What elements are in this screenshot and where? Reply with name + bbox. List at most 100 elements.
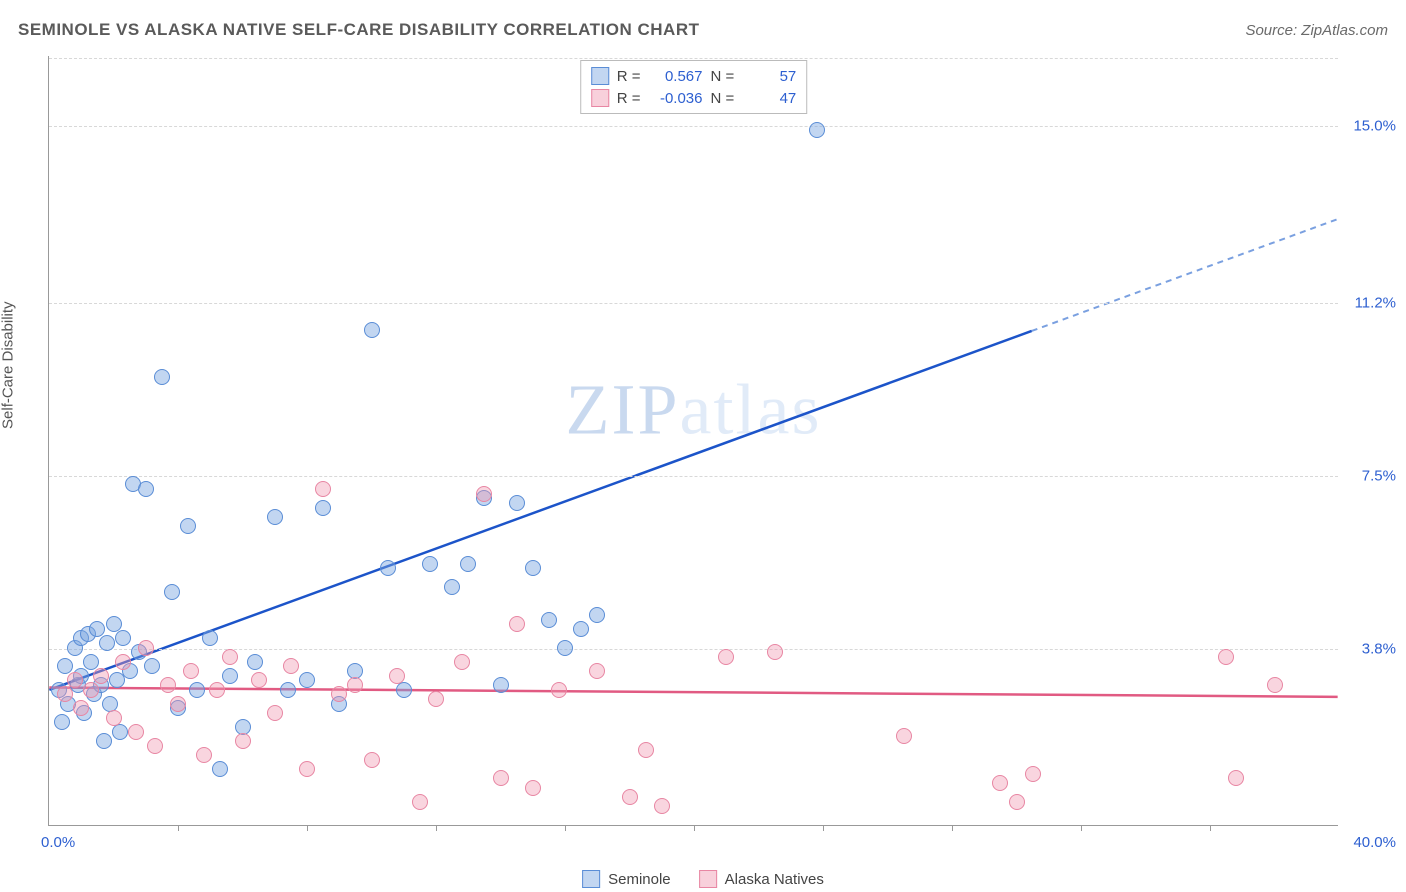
data-point xyxy=(718,649,734,665)
data-point xyxy=(73,700,89,716)
x-tick xyxy=(436,825,437,831)
x-tick xyxy=(565,825,566,831)
data-point xyxy=(222,649,238,665)
y-tick-label: 15.0% xyxy=(1353,118,1396,135)
data-point xyxy=(180,518,196,534)
data-point xyxy=(493,770,509,786)
data-point xyxy=(147,738,163,754)
trend-lines xyxy=(49,56,1338,825)
data-point xyxy=(654,798,670,814)
data-point xyxy=(541,612,557,628)
correlation-legend: R = 0.567 N = 57 R = -0.036 N = 47 xyxy=(580,60,808,114)
gridline xyxy=(49,476,1338,477)
data-point xyxy=(622,789,638,805)
data-point xyxy=(525,780,541,796)
data-point xyxy=(170,696,186,712)
data-point xyxy=(896,728,912,744)
data-point xyxy=(115,630,131,646)
data-point xyxy=(476,486,492,502)
swatch-seminole-icon xyxy=(582,870,600,888)
data-point xyxy=(202,630,218,646)
data-point xyxy=(196,747,212,763)
series-legend: Seminole Alaska Natives xyxy=(582,870,824,888)
data-point xyxy=(299,672,315,688)
data-point xyxy=(115,654,131,670)
x-max-label: 40.0% xyxy=(1353,834,1396,851)
data-point xyxy=(1228,770,1244,786)
x-tick xyxy=(1081,825,1082,831)
data-point xyxy=(154,369,170,385)
x-tick xyxy=(694,825,695,831)
data-point xyxy=(283,658,299,674)
gridline xyxy=(49,58,1338,59)
data-point xyxy=(247,654,263,670)
data-point xyxy=(444,579,460,595)
data-point xyxy=(389,668,405,684)
data-point xyxy=(54,714,70,730)
data-point xyxy=(331,686,347,702)
data-point xyxy=(589,607,605,623)
data-point xyxy=(428,691,444,707)
x-tick xyxy=(952,825,953,831)
data-point xyxy=(251,672,267,688)
data-point xyxy=(164,584,180,600)
data-point xyxy=(992,775,1008,791)
data-point xyxy=(809,122,825,138)
data-point xyxy=(112,724,128,740)
data-point xyxy=(89,621,105,637)
gridline xyxy=(49,303,1338,304)
data-point xyxy=(212,761,228,777)
data-point xyxy=(493,677,509,693)
data-point xyxy=(138,481,154,497)
data-point xyxy=(364,752,380,768)
data-point xyxy=(267,509,283,525)
x-tick xyxy=(1210,825,1211,831)
x-tick xyxy=(823,825,824,831)
data-point xyxy=(509,495,525,511)
data-point xyxy=(460,556,476,572)
data-point xyxy=(267,705,283,721)
x-min-label: 0.0% xyxy=(41,834,75,851)
scatter-chart: ZIPatlas R = 0.567 N = 57 R = -0.036 N =… xyxy=(48,56,1338,826)
data-point xyxy=(128,724,144,740)
data-point xyxy=(280,682,296,698)
data-point xyxy=(299,761,315,777)
data-point xyxy=(67,672,83,688)
data-point xyxy=(189,682,205,698)
data-point xyxy=(315,500,331,516)
data-point xyxy=(454,654,470,670)
data-point xyxy=(1218,649,1234,665)
swatch-seminole xyxy=(591,67,609,85)
data-point xyxy=(209,682,225,698)
x-tick xyxy=(178,825,179,831)
data-point xyxy=(380,560,396,576)
data-point xyxy=(364,322,380,338)
data-point xyxy=(83,654,99,670)
data-point xyxy=(1267,677,1283,693)
data-point xyxy=(551,682,567,698)
chart-header: SEMINOLE VS ALASKA NATIVE SELF-CARE DISA… xyxy=(18,20,1388,40)
y-tick-label: 3.8% xyxy=(1362,640,1396,657)
swatch-alaska xyxy=(591,89,609,107)
data-point xyxy=(57,658,73,674)
legend-item-seminole: Seminole xyxy=(582,870,671,888)
data-point xyxy=(106,710,122,726)
data-point xyxy=(1025,766,1041,782)
data-point xyxy=(412,794,428,810)
data-point xyxy=(93,668,109,684)
data-point xyxy=(347,677,363,693)
swatch-alaska-icon xyxy=(699,870,717,888)
x-tick xyxy=(307,825,308,831)
data-point xyxy=(767,644,783,660)
data-point xyxy=(557,640,573,656)
data-point xyxy=(638,742,654,758)
data-point xyxy=(99,635,115,651)
watermark-text: ZIPatlas xyxy=(566,368,822,451)
data-point xyxy=(396,682,412,698)
y-tick-label: 7.5% xyxy=(1362,468,1396,485)
data-point xyxy=(57,686,73,702)
data-point xyxy=(422,556,438,572)
chart-source: Source: ZipAtlas.com xyxy=(1245,22,1388,39)
data-point xyxy=(183,663,199,679)
data-point xyxy=(525,560,541,576)
